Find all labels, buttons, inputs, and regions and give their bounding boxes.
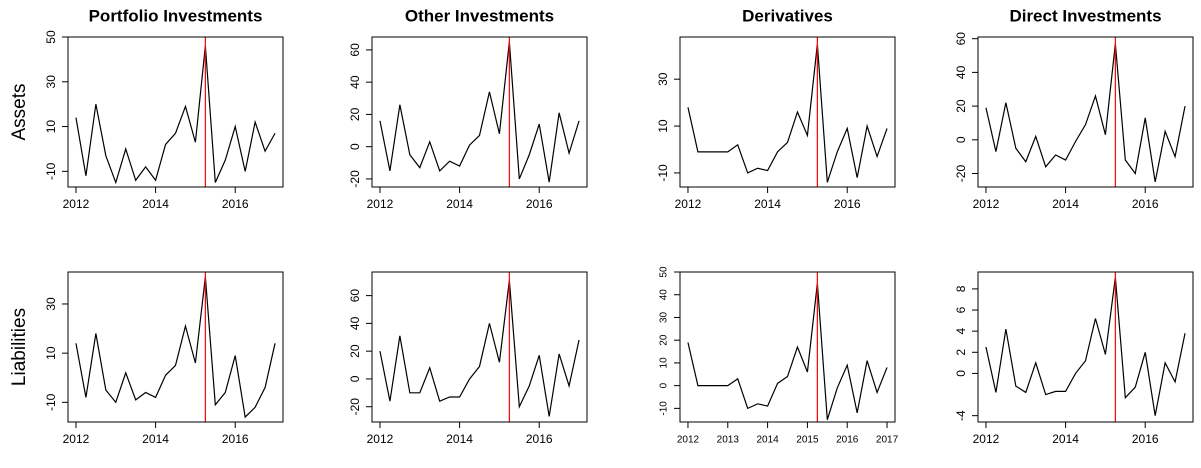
y-tick-label: -10 <box>656 164 670 182</box>
x-tick-label: 2014 <box>756 435 779 446</box>
x-tick-label: 2012 <box>973 197 1000 211</box>
y-tick-label: 20 <box>348 107 362 121</box>
x-tick-label: 2015 <box>796 435 819 446</box>
x-tick-label: 2016 <box>1132 432 1159 446</box>
x-tick-label: 2016 <box>222 432 249 446</box>
x-tick-label: 2012 <box>63 432 90 446</box>
chart-title: Other Investments <box>405 6 554 25</box>
x-tick-label: 2012 <box>675 197 702 211</box>
x-tick-label: 2014 <box>446 432 473 446</box>
x-tick-label: 2012 <box>367 197 394 211</box>
series-line <box>687 43 888 183</box>
row-label: Assets <box>9 83 30 140</box>
row-label: Liabilities <box>9 308 30 386</box>
plot-frame <box>371 36 588 188</box>
y-tick-label: 20 <box>659 334 670 346</box>
x-tick-label: 2012 <box>367 432 394 446</box>
series-line <box>379 280 580 417</box>
y-tick-label: 40 <box>348 75 362 89</box>
series-line <box>985 43 1186 183</box>
x-tick-label: 2012 <box>677 435 700 446</box>
y-tick-label: 20 <box>348 344 362 358</box>
y-tick-label: -10 <box>44 393 58 411</box>
y-tick-label: -10 <box>659 401 670 416</box>
y-tick-label: 10 <box>656 119 670 133</box>
plot-frame <box>977 36 1194 188</box>
y-tick-label: -20 <box>348 398 362 416</box>
plot-frame <box>67 271 284 423</box>
y-tick-label: 40 <box>348 316 362 330</box>
y-tick-label: 8 <box>954 285 968 292</box>
y-tick-label: -4 <box>954 410 968 421</box>
y-tick-label: 4 <box>954 327 968 334</box>
x-tick-label: 2014 <box>1052 432 1079 446</box>
plot-frame <box>679 271 896 423</box>
x-tick-label: 2014 <box>1052 197 1079 211</box>
x-tick-label: 2014 <box>142 197 169 211</box>
y-tick-label: 10 <box>44 120 58 134</box>
series-line <box>985 277 1186 416</box>
series-line <box>75 276 276 419</box>
x-tick-label: 2016 <box>222 197 249 211</box>
y-tick-label: 60 <box>348 43 362 57</box>
x-tick-label: 2016 <box>834 197 861 211</box>
y-tick-label: 0 <box>954 370 968 377</box>
chart-title: Derivatives <box>742 6 833 25</box>
y-tick-label: 30 <box>656 72 670 86</box>
chart-title: Portfolio Investments <box>89 6 263 25</box>
y-tick-label: 10 <box>659 357 670 369</box>
x-tick-label: 2016 <box>526 432 553 446</box>
x-tick-label: 2014 <box>754 197 781 211</box>
y-tick-label: -10 <box>44 162 58 180</box>
y-tick-label: 30 <box>44 75 58 89</box>
x-tick-label: 2016 <box>1132 197 1159 211</box>
chart-title: Direct Investments <box>1009 6 1161 25</box>
y-tick-label: 40 <box>954 65 968 79</box>
x-tick-label: 2016 <box>836 435 859 446</box>
series-line <box>75 45 276 185</box>
y-tick-label: 60 <box>348 289 362 303</box>
plot-frame <box>67 36 284 188</box>
y-tick-label: 0 <box>659 382 670 388</box>
y-tick-label: -20 <box>348 170 362 188</box>
y-tick-label: 0 <box>954 136 968 143</box>
y-tick-label: 40 <box>659 289 670 301</box>
y-tick-label: 30 <box>44 297 58 311</box>
y-tick-label: 2 <box>954 349 968 356</box>
series-line <box>379 41 580 183</box>
y-tick-label: 0 <box>348 143 362 150</box>
y-tick-label: -20 <box>954 165 968 183</box>
x-tick-label: 2014 <box>446 197 473 211</box>
x-tick-label: 2017 <box>876 435 899 446</box>
y-tick-label: 30 <box>659 311 670 323</box>
y-tick-label: 60 <box>954 32 968 46</box>
plot-frame <box>371 271 588 423</box>
series-line <box>687 283 888 420</box>
x-tick-label: 2016 <box>526 197 553 211</box>
y-tick-label: 0 <box>348 375 362 382</box>
x-tick-label: 2013 <box>717 435 740 446</box>
y-tick-label: 6 <box>954 306 968 313</box>
x-tick-label: 2012 <box>973 432 1000 446</box>
y-tick-label: 20 <box>954 99 968 113</box>
y-tick-label: 10 <box>44 346 58 360</box>
y-tick-label: 50 <box>44 30 58 44</box>
x-tick-label: 2014 <box>142 432 169 446</box>
plot-frame <box>977 271 1194 423</box>
y-tick-label: 50 <box>659 266 670 278</box>
x-tick-label: 2012 <box>63 197 90 211</box>
plot-frame <box>679 36 896 188</box>
